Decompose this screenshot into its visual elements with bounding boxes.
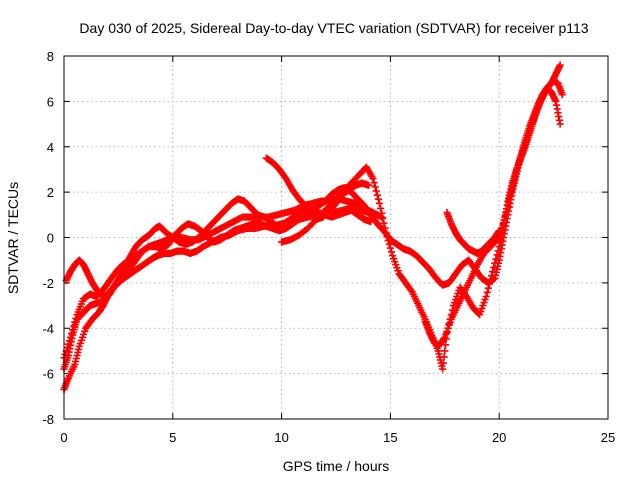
plot-frame <box>63 55 609 420</box>
data-point-fill <box>483 288 491 296</box>
x-tick-label: 0 <box>60 430 67 445</box>
data-point-fill <box>492 255 500 263</box>
data-point-fill <box>379 214 387 222</box>
data-point-fill <box>372 187 380 195</box>
data-point-fill <box>407 286 415 295</box>
data-point <box>556 120 564 128</box>
y-tick-label: -2 <box>42 276 54 291</box>
x-tick-label: 5 <box>169 430 176 445</box>
data-point-fill <box>440 353 448 361</box>
data-point-fill <box>485 280 494 288</box>
data-point-fill <box>371 183 379 191</box>
axis-ticks: 0 5 10 15 20 25 -8 -6 -4 -2 0 2 4 6 8 <box>42 49 615 445</box>
y-tick-label: 2 <box>47 185 54 200</box>
y-tick-label: -6 <box>42 367 54 382</box>
data-point <box>495 227 503 235</box>
data-point-fill <box>440 335 448 343</box>
data-point <box>375 199 384 208</box>
data-point <box>556 61 564 69</box>
data-point <box>482 292 490 301</box>
chart-title: Day 030 of 2025, Sidereal Day-to-day VTE… <box>79 20 588 36</box>
data-point <box>439 365 447 373</box>
data-point <box>369 174 377 183</box>
data-point-fill <box>384 236 392 245</box>
data-point-fill <box>378 209 386 217</box>
data-point-fill <box>490 263 498 271</box>
data-points <box>60 61 566 394</box>
x-axis-label: GPS time / hours <box>283 458 390 474</box>
data-point-fill <box>381 224 389 232</box>
data-point-fill <box>387 248 396 256</box>
y-tick-label: 0 <box>47 231 54 246</box>
x-tick-label: 25 <box>601 430 615 445</box>
data-point-fill <box>374 195 383 203</box>
x-tick-label: 20 <box>492 430 506 445</box>
data-point-fill <box>494 247 502 255</box>
data-point-fill <box>386 244 394 252</box>
data-point-fill <box>491 259 499 267</box>
data-point-fill <box>373 191 381 199</box>
y-tick-label: -4 <box>42 321 54 336</box>
data-point-fill <box>493 251 501 259</box>
data-point-fill <box>441 341 450 349</box>
data-point-fill <box>383 233 391 241</box>
data-point-fill <box>441 347 449 355</box>
data-point-fill <box>370 179 378 187</box>
data-point-fill <box>487 272 496 280</box>
y-tick-label: 4 <box>47 140 54 155</box>
y-tick-label: -8 <box>42 412 54 427</box>
data-point-fill <box>486 276 495 284</box>
data-point <box>489 267 497 276</box>
data-point <box>382 229 390 237</box>
x-tick-label: 10 <box>274 430 288 445</box>
data-point-fill <box>385 240 393 248</box>
data-point <box>365 181 373 189</box>
y-axis-label: SDTVAR / TECUs <box>5 182 21 294</box>
data-point-fill <box>377 204 385 212</box>
y-tick-label: 8 <box>47 49 54 64</box>
data-point-fill <box>439 359 447 367</box>
y-tick-label: 6 <box>47 94 54 109</box>
data-point <box>558 90 566 99</box>
data-point-fill <box>380 219 388 227</box>
data-point-fill <box>484 284 492 292</box>
x-tick-label: 15 <box>383 430 397 445</box>
